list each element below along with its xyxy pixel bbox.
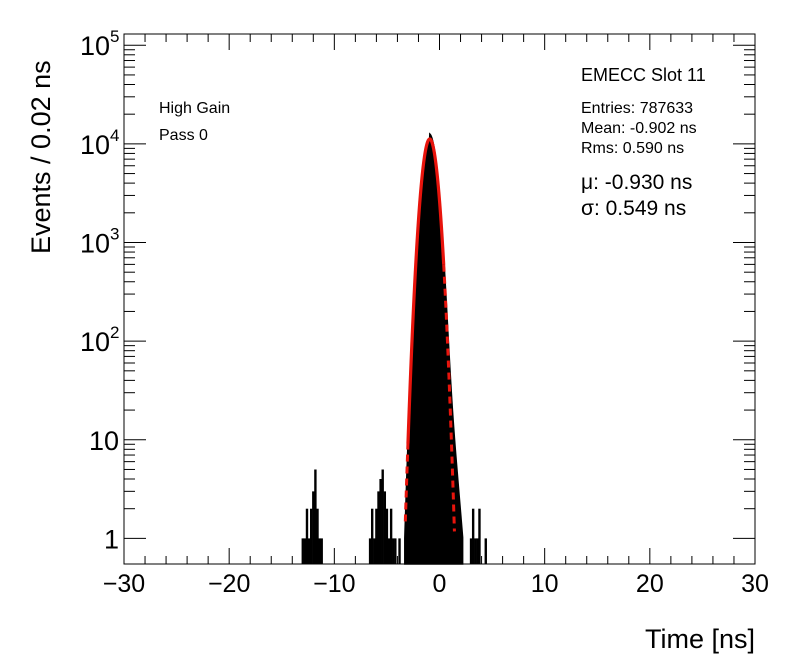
y-tick-label-base: 10 bbox=[80, 327, 110, 357]
pass-label: Pass 0 bbox=[159, 127, 208, 144]
x-axis-label: Time [ns] bbox=[645, 624, 755, 654]
x-tick-label: 20 bbox=[636, 570, 664, 598]
stats-title: EMECC Slot 11 bbox=[581, 65, 706, 85]
x-tick-label: 30 bbox=[741, 570, 769, 598]
x-tick-label: −20 bbox=[208, 570, 250, 598]
x-tick-label: −10 bbox=[313, 570, 355, 598]
y-tick-label: 1 bbox=[104, 524, 119, 554]
y-tick-label-exponent: 4 bbox=[110, 126, 119, 145]
fit-curve-solid bbox=[406, 137, 446, 444]
fit-curve-left-dashed bbox=[403, 443, 410, 522]
y-tick-label-exponent: 2 bbox=[110, 323, 119, 342]
y-tick-label-base: 10 bbox=[80, 31, 110, 61]
y-tick-label-exponent: 3 bbox=[110, 224, 119, 243]
y-tick-label-exponent: 5 bbox=[110, 27, 119, 46]
y-tick-label-text: 1 bbox=[104, 524, 119, 554]
stats-entries: Entries: 787633 bbox=[581, 100, 693, 117]
y-tick-label: 10 4 bbox=[80, 126, 120, 160]
stats-rms: Rms: 0.590 ns bbox=[581, 140, 684, 157]
y-tick-label-text: 10 bbox=[89, 426, 119, 456]
y-tick-label-base: 10 bbox=[80, 130, 110, 160]
tick-layer bbox=[123, 34, 756, 564]
y-axis-label: Events / 0.02 ns bbox=[26, 60, 56, 254]
fit-mu: μ: -0.930 ns bbox=[581, 171, 692, 194]
fit-layer bbox=[403, 137, 456, 532]
fit-sigma: σ: 0.549 ns bbox=[581, 197, 686, 220]
gain-label: High Gain bbox=[159, 100, 230, 117]
y-tick-label: 10 3 bbox=[80, 224, 120, 258]
histogram-core bbox=[404, 132, 464, 565]
stats-mean: Mean: -0.902 ns bbox=[581, 120, 697, 137]
y-tick-label: 10 5 bbox=[80, 27, 120, 61]
y-tick-label-base: 10 bbox=[80, 228, 110, 258]
x-tick-label: −30 bbox=[103, 570, 145, 598]
y-tick-label: 10 bbox=[89, 426, 119, 456]
histogram-layer bbox=[301, 132, 487, 565]
x-tick-label: 10 bbox=[531, 570, 559, 598]
x-tick-label: 0 bbox=[433, 570, 447, 598]
y-tick-label: 10 2 bbox=[80, 323, 120, 357]
